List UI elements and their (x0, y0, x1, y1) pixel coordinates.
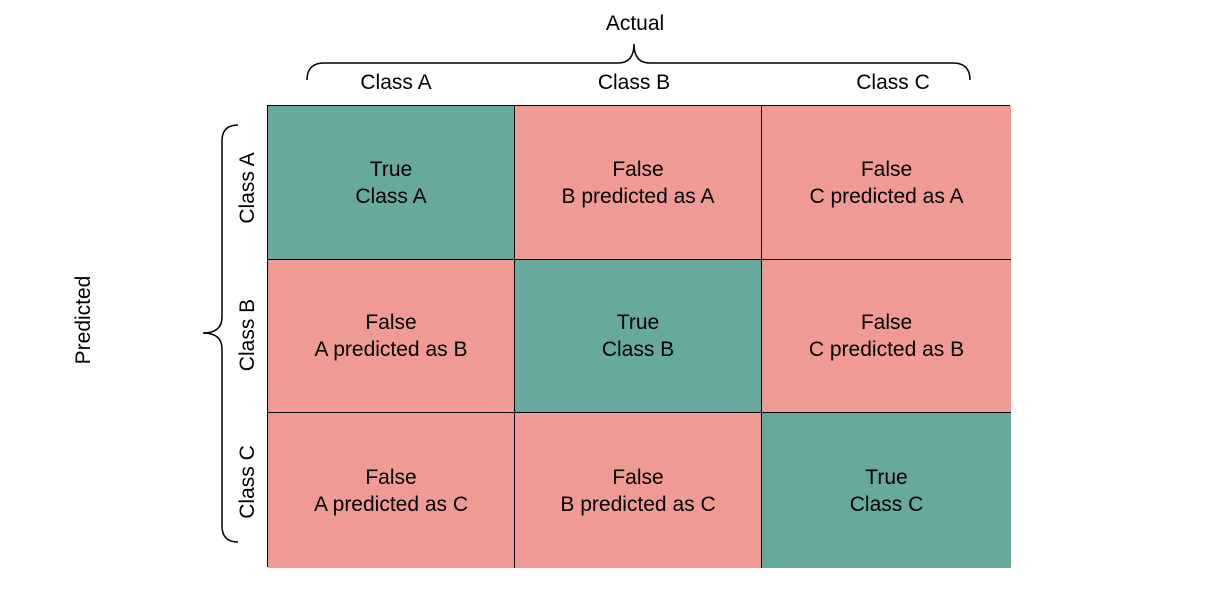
matrix-cell-a-a: True Class A (268, 106, 515, 260)
predicted-axis-title: Predicted (72, 275, 95, 365)
cell-title: True (616, 311, 660, 334)
cell-detail: Class B (601, 338, 675, 361)
cell-detail: A predicted as C (313, 492, 469, 516)
column-label-class-a: Class A (360, 71, 432, 94)
matrix-cell-c-a: False A predicted as C (268, 413, 515, 568)
cell-title: True (865, 465, 908, 489)
matrix-cell-c-b: False B predicted as C (515, 413, 762, 568)
cell-title: False (365, 311, 417, 334)
row-label-class-a: Class A (236, 152, 259, 224)
column-label-class-c: Class C (856, 71, 930, 94)
row-label-class-c: Class C (236, 445, 259, 519)
column-label-class-b: Class B (597, 71, 671, 94)
actual-axis-title: Actual (605, 12, 665, 35)
matrix-cell-b-a: False A predicted as B (268, 260, 515, 413)
cell-title: False (365, 465, 417, 489)
predicted-brace (202, 124, 239, 543)
cell-title: False (860, 157, 913, 181)
cell-detail: C predicted as B (808, 338, 965, 361)
cell-detail: A predicted as B (314, 338, 468, 361)
cell-detail: B predicted as A (561, 184, 715, 208)
cell-title: False (612, 465, 664, 489)
matrix-cell-b-c: False C predicted as B (762, 260, 1011, 413)
matrix-cell-a-c: False C predicted as A (762, 106, 1011, 260)
matrix-cell-b-b: True Class B (515, 260, 762, 413)
matrix-cell-a-b: False B predicted as A (515, 106, 762, 260)
matrix-cell-c-c: True Class C (762, 413, 1011, 568)
cell-detail: Class C (849, 492, 924, 516)
row-label-class-b: Class B (236, 298, 259, 372)
confusion-matrix: True Class A False B predicted as A Fals… (267, 105, 1011, 568)
cell-title: True (369, 157, 413, 181)
cell-title: False (860, 311, 913, 334)
actual-brace (306, 43, 971, 81)
cell-detail: Class A (355, 184, 427, 208)
cell-detail: C predicted as A (809, 184, 964, 208)
cell-title: False (612, 157, 664, 181)
cell-detail: B predicted as C (560, 492, 716, 516)
